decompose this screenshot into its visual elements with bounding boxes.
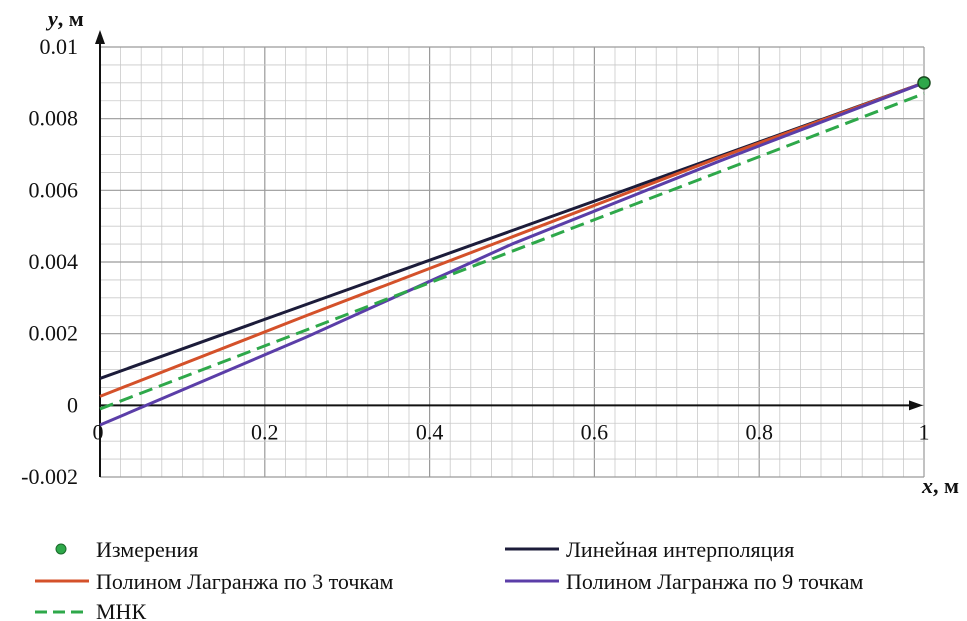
x-axis-title: x, м	[921, 473, 959, 498]
y-tick-label: 0.006	[29, 177, 79, 202]
x-tick-label: 0.4	[416, 419, 444, 444]
legend-label-mnk: МНК	[96, 599, 146, 621]
legend-label-lagrange9: Полином Лагранжа по 9 точкам	[566, 569, 864, 594]
y-tick-label: 0.004	[29, 249, 79, 274]
x-axis-title-unit: , м	[933, 473, 959, 498]
legend-label-lagrange3: Полином Лагранжа по 3 точкам	[96, 569, 394, 594]
y-axis-title-unit: , м	[58, 6, 84, 31]
plot-area	[99, 76, 931, 427]
measurement-point	[917, 76, 931, 90]
series-line-3	[99, 92, 925, 411]
legend-item-lagrange9: Полином Лагранжа по 9 точкам	[505, 569, 864, 594]
y-axis-title-var: y	[45, 6, 58, 31]
tick-labels: -0.002 0 0.002 0.004 0.006 0.008 0.01 0 0.2 0.4 0.…	[21, 34, 929, 489]
series-line-2	[99, 81, 925, 427]
axes	[95, 30, 923, 477]
legend-marker-measurements	[55, 543, 67, 555]
legend-label-linear: Линейная интерполяция	[566, 537, 794, 562]
legend: Измерения Линейная интерполяция Полином …	[35, 537, 864, 621]
x-tick-label: 0.2	[251, 419, 279, 444]
y-tick-label: 0.008	[29, 106, 79, 131]
x-axis-arrow	[909, 400, 923, 411]
y-axis-title: y, м	[45, 6, 84, 31]
legend-item-lagrange3: Полином Лагранжа по 3 точкам	[35, 569, 394, 594]
y-axis-arrow	[95, 30, 105, 44]
y-tick-label: -0.002	[21, 464, 78, 489]
axis-titles: y, м x, м	[45, 6, 959, 498]
x-tick-label: 1	[919, 419, 930, 444]
y-tick-label: 0	[67, 392, 78, 417]
x-axis-title-var: x	[921, 473, 933, 498]
y-tick-label: 0.01	[40, 34, 79, 59]
x-tick-label: 0.6	[581, 419, 609, 444]
y-tick-label: 0.002	[29, 321, 79, 346]
grid	[99, 46, 925, 478]
series-line-1	[99, 81, 925, 398]
legend-item-measurements: Измерения	[55, 537, 198, 562]
x-tick-label: 0	[93, 419, 104, 444]
legend-item-mnk: МНК	[35, 599, 146, 621]
x-tick-label: 0.8	[745, 419, 773, 444]
legend-label-measurements: Измерения	[96, 537, 198, 562]
legend-item-linear: Линейная интерполяция	[505, 537, 794, 562]
